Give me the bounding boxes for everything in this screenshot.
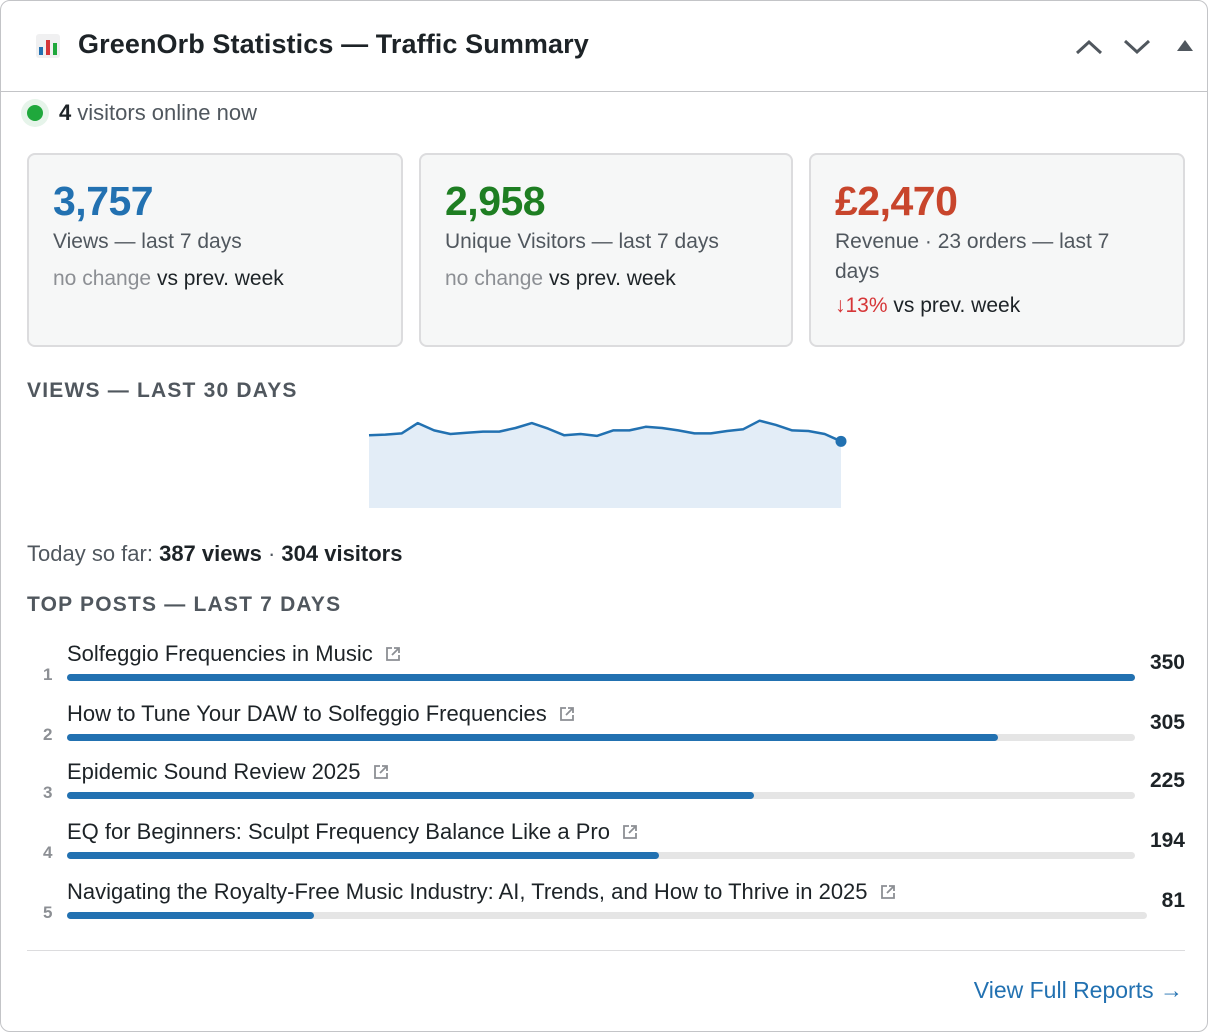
revenue-label: Revenue · 23 orders — last 7 days: [835, 230, 1110, 283]
move-up-icon: [1075, 39, 1103, 55]
view-full-reports-link[interactable]: View Full Reports →: [973, 977, 1183, 1003]
list-item: 2 How to Tune Your DAW to Solfeggio Freq…: [27, 701, 1185, 759]
today-views: 387 views: [159, 541, 262, 566]
visitors-label: Unique Visitors — last 7 days: [445, 230, 719, 253]
post-bar-fill: [67, 792, 754, 799]
post-bar-track: [67, 912, 1147, 919]
external-link-icon[interactable]: [385, 646, 401, 662]
today-visitors: 304 visitors: [281, 541, 403, 566]
external-link-icon[interactable]: [559, 706, 575, 722]
post-count: 225: [1149, 769, 1185, 792]
down-arrow-icon: ↓: [835, 294, 846, 317]
online-count: 4: [59, 100, 72, 125]
views-label: Views — last 7 days: [53, 230, 242, 253]
post-bar-track: [67, 734, 1135, 741]
views-value: 3,757: [53, 178, 154, 224]
views-section-heading: VIEWS — LAST 30 DAYS: [27, 379, 298, 402]
post-count: 194: [1149, 829, 1185, 852]
footer-divider: [27, 950, 1185, 951]
post-title-link[interactable]: How to Tune Your DAW to Solfeggio Freque…: [67, 701, 575, 727]
views-sparkline: [368, 419, 847, 508]
post-bar-track: [67, 674, 1135, 681]
revenue-change: ↓13% vs prev. week: [835, 294, 1021, 317]
list-item: 3 Epidemic Sound Review 2025 225: [27, 759, 1185, 817]
visitors-value: 2,958: [445, 178, 546, 224]
move-down-button[interactable]: [1119, 31, 1155, 63]
post-bar-fill: [67, 674, 1135, 681]
post-bar-fill: [67, 852, 659, 859]
today-summary: Today so far: 387 views · 304 visitors: [27, 541, 403, 566]
visitors-change: no change vs prev. week: [445, 267, 676, 290]
list-item: 4 EQ for Beginners: Sculpt Frequency Bal…: [27, 819, 1185, 877]
sparkline-area: [369, 420, 841, 508]
bar-chart-icon: [36, 34, 60, 58]
widget-title: GreenOrb Statistics — Traffic Summary: [78, 29, 589, 59]
sparkline-last-point: [835, 435, 847, 447]
views-change: no change vs prev. week: [53, 267, 284, 290]
post-count: 305: [1149, 711, 1185, 734]
online-status-icon: [21, 99, 49, 127]
move-down-icon: [1123, 39, 1151, 55]
post-rank: 5: [43, 903, 53, 922]
top-posts-heading: TOP POSTS — LAST 7 DAYS: [27, 593, 342, 616]
post-count: 350: [1149, 651, 1185, 674]
widget-header: GreenOrb Statistics — Traffic Summary: [1, 1, 1207, 92]
revenue-card: £2,470 Revenue · 23 orders — last 7 days…: [809, 153, 1185, 347]
online-text: visitors online now: [77, 100, 257, 125]
post-title-link[interactable]: Solfeggio Frequencies in Music: [67, 641, 401, 667]
post-bar-track: [67, 852, 1135, 859]
post-bar-fill: [67, 912, 315, 919]
post-rank: 2: [43, 725, 53, 744]
external-link-icon[interactable]: [373, 764, 389, 780]
post-title-link[interactable]: Navigating the Royalty-Free Music Indust…: [67, 879, 896, 905]
post-bar-fill: [67, 734, 998, 741]
post-rank: 1: [43, 665, 53, 684]
online-indicator: 4 visitors online now: [21, 97, 257, 129]
external-link-icon[interactable]: [622, 824, 638, 840]
list-item: 1 Solfeggio Frequencies in Music 350: [27, 641, 1185, 699]
post-rank: 4: [43, 843, 53, 862]
collapse-icon: [1177, 40, 1193, 51]
revenue-value: £2,470: [835, 178, 958, 224]
post-rank: 3: [43, 783, 53, 802]
post-title-link[interactable]: EQ for Beginners: Sculpt Frequency Balan…: [67, 819, 638, 845]
views-card: 3,757 Views — last 7 days no change vs p…: [27, 153, 403, 347]
list-item: 5 Navigating the Royalty-Free Music Indu…: [27, 879, 1185, 937]
post-title-link[interactable]: Epidemic Sound Review 2025: [67, 759, 389, 785]
post-bar-track: [67, 792, 1135, 799]
post-count: 81: [1161, 889, 1185, 912]
visitors-card: 2,958 Unique Visitors — last 7 days no c…: [419, 153, 793, 347]
sparkline-line: [368, 419, 842, 443]
move-up-button[interactable]: [1071, 31, 1107, 63]
external-link-icon[interactable]: [880, 884, 896, 900]
collapse-button[interactable]: [1169, 31, 1201, 63]
